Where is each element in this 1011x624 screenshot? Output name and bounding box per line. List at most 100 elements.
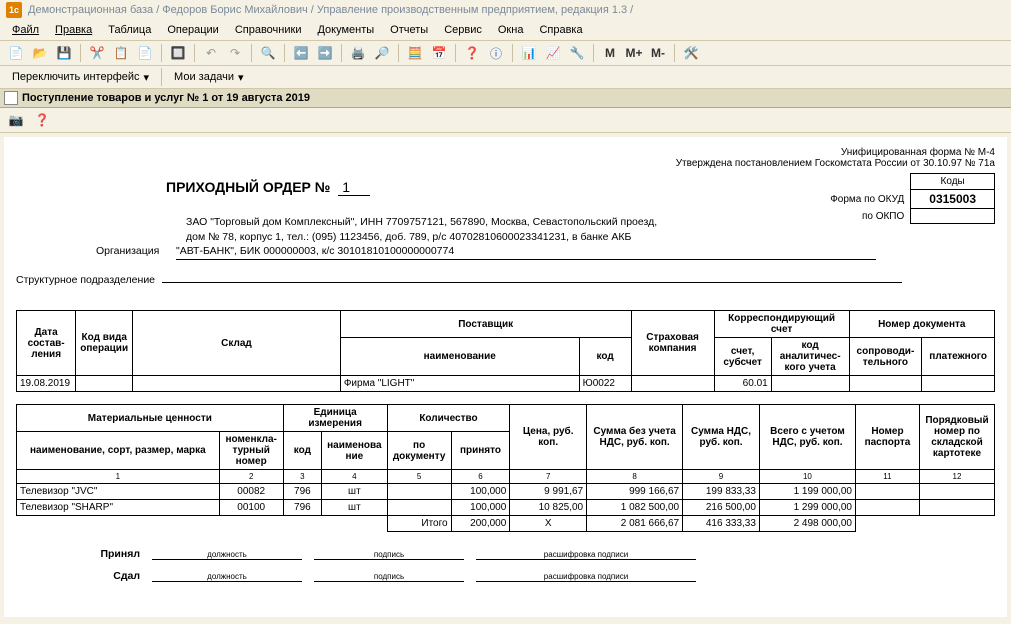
sub-toolbar: Переключить интерфейс▾ Мои задачи▾: [0, 66, 1011, 89]
th-op: Код вида операции: [76, 311, 133, 376]
help2-icon[interactable]: ❓: [32, 110, 52, 130]
th2-sumvat: Всего с учетом НДС, руб. коп.: [759, 405, 855, 470]
forward-icon[interactable]: ➡️: [315, 43, 335, 63]
menu-file[interactable]: Файл: [6, 22, 45, 38]
form-info-2: Утверждена постановлением Госкомстата Ро…: [16, 158, 995, 169]
help-icon[interactable]: ❓: [462, 43, 482, 63]
struct-value: [162, 270, 902, 283]
my-tasks-dropdown[interactable]: Мои задачи▾: [168, 69, 249, 86]
th2-card: Порядковый номер по складской картотеке: [919, 405, 994, 470]
th-name: наименование: [340, 338, 579, 376]
org-label: Организация: [96, 244, 176, 259]
form-info-1: Унифицированная форма № М-4: [16, 147, 995, 158]
settings-icon[interactable]: 🛠️: [681, 43, 701, 63]
cut-icon[interactable]: ✂️: [87, 43, 107, 63]
th-pay: платежного: [922, 338, 995, 376]
calc-icon[interactable]: 🧮: [405, 43, 425, 63]
th-supplier: Поставщик: [340, 311, 631, 338]
th2-name: наименование, сорт, размер, марка: [17, 432, 220, 470]
menu-edit[interactable]: Правка: [49, 22, 98, 38]
th2-vat: Сумма НДС, руб. коп.: [683, 405, 760, 470]
th2-qty: Количество: [387, 405, 510, 432]
mem-m-button[interactable]: M: [600, 43, 620, 63]
doc-toolbar: 📷 ❓: [0, 108, 1011, 133]
separator: [593, 44, 594, 62]
new-icon[interactable]: 📄: [6, 43, 26, 63]
undo-icon[interactable]: ↶: [201, 43, 221, 63]
sig-decode: расшифровка подписи: [476, 548, 696, 560]
info-icon[interactable]: ⓘ: [486, 43, 506, 63]
back-icon[interactable]: ⬅️: [291, 43, 311, 63]
tool3-icon[interactable]: 🔧: [567, 43, 587, 63]
menu-help[interactable]: Справка: [533, 22, 588, 38]
tool1-icon[interactable]: 📊: [519, 43, 539, 63]
th-corr: Корреспондирующий счет: [714, 311, 849, 338]
codes-box: Коды Форма по ОКУД0315003 по ОКПО: [822, 173, 995, 224]
menu-windows[interactable]: Окна: [492, 22, 530, 38]
struct-label: Структурное подразделение: [16, 274, 155, 286]
mem-mminus-button[interactable]: M-: [648, 43, 668, 63]
th2-sumnovat: Сумма без учета НДС, руб. коп.: [587, 405, 683, 470]
th-date: Дата состав- ления: [17, 311, 76, 376]
th-wh: Склад: [133, 311, 341, 376]
app-logo-icon: 1c: [6, 2, 22, 18]
header-table: Дата состав- ления Код вида операции Скл…: [16, 310, 995, 392]
menu-service[interactable]: Сервис: [438, 22, 488, 38]
th2-passport: Номер паспорта: [855, 405, 919, 470]
th2-uname: наименова ние: [322, 432, 388, 470]
struct-line: Структурное подразделение: [16, 270, 995, 286]
th2-unit: Единица измерения: [283, 405, 387, 432]
find-icon[interactable]: 🔍: [258, 43, 278, 63]
tab-icon: [4, 91, 18, 105]
menu-documents[interactable]: Документы: [311, 22, 380, 38]
camera-icon[interactable]: 📷: [6, 110, 26, 130]
menu-operations[interactable]: Операции: [161, 22, 224, 38]
paste-icon[interactable]: 📄: [135, 43, 155, 63]
org-line1: ЗАО "Торговый дом Комплексный", ИНН 7709…: [186, 216, 657, 228]
menu-catalogs[interactable]: Справочники: [229, 22, 308, 38]
sig-decode2: расшифровка подписи: [476, 570, 696, 582]
table-num-row: 1234 5678 9101112: [17, 470, 995, 484]
org-line2: дом № 78, корпус 1, тел.: (095) 1123456,…: [186, 231, 631, 243]
save-icon[interactable]: 💾: [54, 43, 74, 63]
sig-signature: подпись: [314, 548, 464, 560]
redo-icon[interactable]: ↷: [225, 43, 245, 63]
document-area: Унифицированная форма № М-4 Утверждена п…: [4, 137, 1007, 617]
okpo-label: по ОКПО: [822, 209, 911, 224]
copy-icon[interactable]: 📋: [111, 43, 131, 63]
separator: [284, 44, 285, 62]
th2-accepted: принято: [451, 432, 510, 470]
preview-icon[interactable]: 🔎: [372, 43, 392, 63]
separator: [80, 44, 81, 62]
open-icon[interactable]: 📂: [30, 43, 50, 63]
compare-icon[interactable]: 🔲: [168, 43, 188, 63]
calendar-icon[interactable]: 📅: [429, 43, 449, 63]
tab-title: Поступление товаров и услуг № 1 от 19 ав…: [22, 92, 310, 104]
table-row: 19.08.2019 Фирма "LIGHT" Ю0022 60.01: [17, 376, 995, 392]
th-docnum: Номер документа: [849, 311, 994, 338]
chevron-down-icon: ▾: [144, 71, 150, 84]
main-toolbar: 📄 📂 💾 ✂️ 📋 📄 🔲 ↶ ↷ 🔍 ⬅️ ➡️ 🖨️ 🔎 🧮 📅 ❓ ⓘ …: [0, 40, 1011, 66]
menubar: Файл Правка Таблица Операции Справочники…: [0, 20, 1011, 40]
sig-signature2: подпись: [314, 570, 464, 582]
separator: [161, 44, 162, 62]
th2-mat: Материальные ценности: [17, 405, 284, 432]
th2-nom: номенкла- турный номер: [219, 432, 283, 470]
signature-block: Принял должность подпись расшифровка под…: [16, 548, 995, 582]
menu-table[interactable]: Таблица: [102, 22, 157, 38]
mem-mplus-button[interactable]: M+: [624, 43, 644, 63]
th-ins: Страховая компания: [631, 311, 714, 376]
okud-value: 0315003: [911, 190, 995, 209]
th2-price: Цена, руб. коп.: [510, 405, 587, 470]
menu-reports[interactable]: Отчеты: [384, 22, 434, 38]
items-table: Материальные ценности Единица измерения …: [16, 404, 995, 532]
tool2-icon[interactable]: 📈: [543, 43, 563, 63]
switch-interface-dropdown[interactable]: Переключить интерфейс▾: [6, 69, 155, 86]
sig-post: должность: [152, 548, 302, 560]
tabbar: Поступление товаров и услуг № 1 от 19 ав…: [0, 89, 1011, 108]
print-icon[interactable]: 🖨️: [348, 43, 368, 63]
doc-number: 1: [338, 179, 370, 196]
separator: [512, 44, 513, 62]
table-row: Телевизор "JVC"00082796шт 100,0009 991,6…: [17, 484, 995, 500]
th-code: код: [579, 338, 631, 376]
